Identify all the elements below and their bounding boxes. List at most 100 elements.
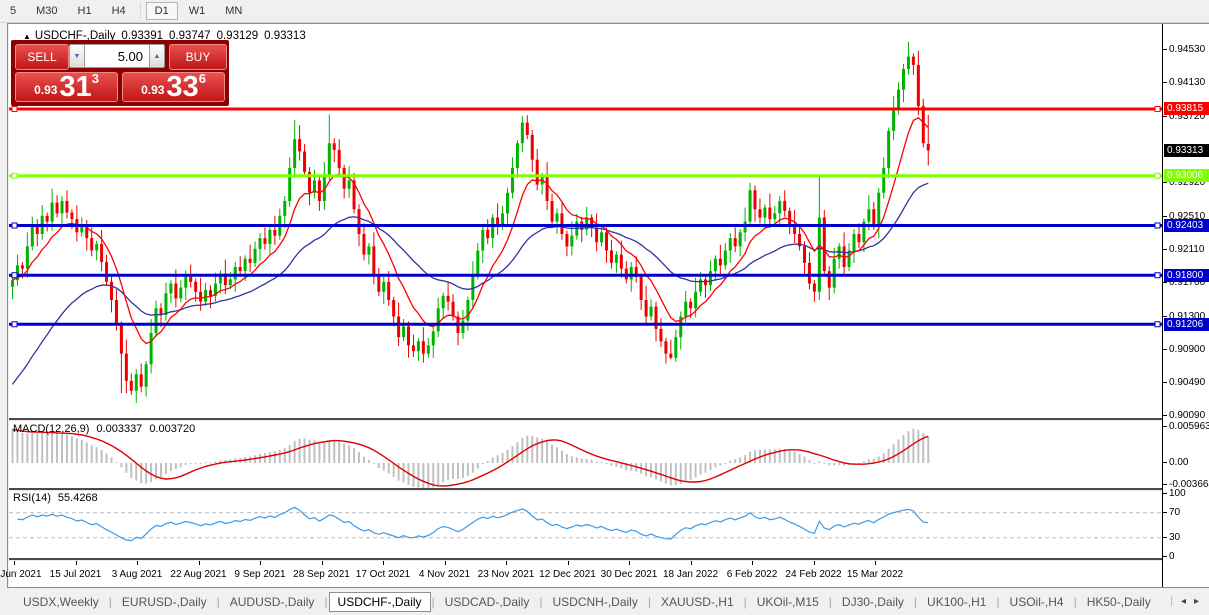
candle-body — [644, 300, 648, 317]
date-label: 28 Sep 2021 — [293, 569, 350, 580]
macd-histogram-bar — [387, 463, 390, 474]
candle-body — [911, 56, 915, 65]
candle-body — [119, 324, 123, 354]
level-handle[interactable] — [11, 272, 18, 279]
candle-body — [921, 106, 925, 144]
volume-decrease-button[interactable]: ▼ — [69, 44, 85, 68]
macd-histogram-bar — [135, 463, 138, 481]
macd-histogram-bar — [669, 463, 672, 486]
candle-body — [471, 275, 475, 300]
timeframe-m30[interactable]: M30 — [36, 5, 58, 17]
pane-divider-rsi[interactable] — [9, 488, 1162, 491]
timeframe-h4[interactable]: H4 — [111, 5, 126, 17]
candle-body — [436, 308, 440, 332]
candle-body — [639, 276, 643, 300]
date-label: 9 Sep 2021 — [234, 569, 286, 580]
candle-body — [466, 300, 470, 321]
sell-button[interactable]: SELL — [15, 44, 69, 70]
candle-body — [45, 215, 49, 222]
tab-scroll-right-icon[interactable]: ▸ — [1193, 596, 1199, 607]
candle-body — [312, 180, 316, 193]
candle-body — [694, 291, 698, 309]
candle-body — [718, 258, 722, 266]
rsi-value: 55.4268 — [57, 492, 98, 504]
tab-uk100-h1[interactable]: UK100-,H1 — [927, 594, 987, 609]
macd-histogram-bar — [476, 463, 479, 469]
candle-body — [55, 202, 59, 214]
macd-name: MACD(12,26,9) — [13, 423, 90, 435]
tab-ukoil-m15[interactable]: UKOil-,M15 — [756, 594, 819, 609]
candle-body — [293, 139, 297, 168]
macd-histogram-bar — [140, 463, 143, 484]
macd-histogram-bar — [31, 432, 34, 463]
candle-body — [664, 341, 668, 354]
tab-usdcad-daily[interactable]: USDCAD-,Daily — [444, 594, 530, 609]
tab-separator: | — [828, 594, 832, 609]
macd-histogram-bar — [620, 463, 623, 469]
tab-separator: | — [1073, 594, 1077, 609]
candle-body — [837, 246, 841, 259]
level-handle[interactable] — [11, 172, 18, 179]
date-label: 22 Aug 2021 — [170, 569, 227, 580]
candle-body — [634, 266, 638, 277]
candle-body — [887, 130, 891, 168]
rsi-name: RSI(14) — [13, 492, 51, 504]
pane-divider-macd[interactable] — [9, 418, 1162, 421]
macd-histogram-bar — [372, 463, 375, 464]
candle-body — [793, 224, 797, 234]
level-handle[interactable] — [11, 222, 18, 229]
macd-histogram-bar — [323, 442, 326, 463]
level-handle[interactable] — [1154, 172, 1161, 179]
macd-histogram-bar — [749, 451, 752, 463]
candle-body — [481, 229, 485, 251]
macd-histogram-bar — [541, 438, 544, 463]
sell-price-button[interactable]: 0.93 31 3 — [15, 71, 118, 102]
tab-audusd-daily[interactable]: AUDUSD-,Daily — [229, 594, 315, 609]
timeframe-5[interactable]: 5 — [10, 5, 17, 17]
candle-body — [897, 89, 901, 111]
tab-scroll-left-icon[interactable]: ◂ — [1180, 596, 1186, 607]
buy-price-button[interactable]: 0.93 33 6 — [122, 71, 225, 102]
tab-separator: | — [743, 594, 747, 609]
tab-hk50-daily[interactable]: HK50-,Daily — [1086, 594, 1151, 609]
candle-body — [159, 308, 163, 315]
tab-eurusd-daily[interactable]: EURUSD-,Daily — [121, 594, 207, 609]
timeframe-w1[interactable]: W1 — [188, 5, 206, 17]
price-axis[interactable]: 0.94530 0.94130 0.93720 0.92920 0.92510 0.921… — [1163, 24, 1209, 587]
chart-area[interactable]: ▲ USDCHF-,Daily 0.93391 0.93747 0.93129 0.933… — [0, 24, 1162, 587]
level-handle[interactable] — [11, 105, 18, 112]
level-handle[interactable] — [1154, 105, 1161, 112]
tab-usdchf-daily[interactable]: USDCHF-,Daily — [328, 591, 431, 612]
timeframe-d1[interactable]: D1 — [145, 2, 178, 20]
level-handle[interactable] — [1154, 321, 1161, 328]
candle-body — [614, 254, 618, 263]
timeframe-h1[interactable]: H1 — [77, 5, 92, 17]
collapse-panel-icon[interactable]: ▲ — [23, 32, 31, 41]
candle-body — [407, 326, 410, 346]
timeframe-mn[interactable]: MN — [225, 5, 243, 17]
date-axis[interactable]: 27 Jun 2021 15 Jul 2021 3 Aug 2021 22 Aug 2… — [0, 561, 1162, 587]
candle-body — [496, 217, 500, 226]
tab-usdcnh-daily[interactable]: USDCNH-,Daily — [552, 594, 638, 609]
price-tick-label: 0.90490 — [1163, 377, 1209, 389]
tab-dj30-daily[interactable]: DJ30-,Daily — [841, 594, 904, 609]
macd-histogram-bar — [61, 433, 63, 463]
level-handle[interactable] — [1154, 272, 1161, 279]
tab-usoil-h4[interactable]: USOil-,H4 — [1009, 594, 1064, 609]
tab-usdx-weekly[interactable]: USDX,Weekly — [23, 594, 99, 609]
level-handle[interactable] — [11, 321, 18, 328]
candle-body — [585, 217, 589, 230]
macd-histogram-bar — [828, 463, 831, 466]
date-tick — [506, 561, 507, 565]
macd-value: 0.003337 — [96, 423, 143, 435]
macd-histogram-bar — [788, 450, 791, 463]
macd-histogram-bar — [377, 463, 380, 468]
candle-body — [778, 200, 782, 214]
volume-increase-button[interactable]: ▲ — [149, 44, 165, 68]
volume-input[interactable] — [85, 44, 149, 68]
tab-xauusd-h1[interactable]: XAUUSD-,H1 — [660, 594, 734, 609]
macd-histogram-bar — [46, 433, 49, 463]
price-tick-label: 0.93720 — [1163, 111, 1209, 123]
buy-button[interactable]: BUY — [169, 44, 227, 70]
level-handle[interactable] — [1154, 222, 1161, 229]
